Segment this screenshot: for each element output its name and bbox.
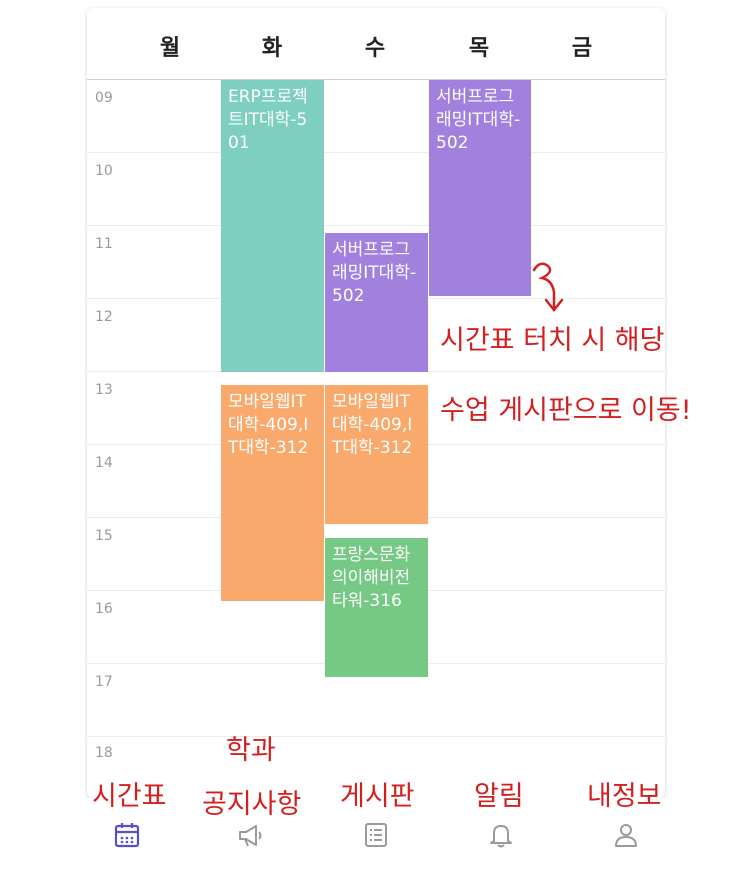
course-block-mobile-tue[interactable]: 모바일웹IT대학-409,IT대학-312 (221, 385, 324, 601)
timetable-card: 월 화 수 목 금 09 10 11 12 13 14 15 16 17 18 … (87, 8, 665, 798)
grid-line (87, 225, 665, 226)
day-header: 월 화 수 목 금 (87, 8, 665, 80)
person-icon[interactable] (611, 820, 641, 850)
hour-label: 10 (95, 163, 113, 179)
hour-label: 12 (95, 309, 113, 325)
day-wed: 수 (364, 36, 386, 61)
annotation-tab-alarm: 알림 (474, 781, 524, 812)
annotation-touch-line1: 시간표 터치 시 해당 (440, 325, 665, 356)
day-mon: 월 (159, 36, 181, 61)
hour-label: 14 (95, 455, 113, 471)
course-block-french[interactable]: 프랑스문화의이해비전타워-316 (325, 538, 428, 677)
annotation-tab-board: 게시판 (340, 781, 415, 812)
annotation-notice-line1: 학과 (226, 735, 276, 766)
course-block-server-thu[interactable]: 서버프로그래밍IT대학-502 (429, 80, 531, 296)
bell-icon[interactable] (486, 820, 516, 850)
hour-label: 16 (95, 601, 113, 617)
course-block-mobile-wed[interactable]: 모바일웹IT대학-409,IT대학-312 (325, 385, 428, 524)
day-tue: 화 (261, 36, 283, 61)
grid-line (87, 152, 665, 153)
hour-label: 15 (95, 528, 113, 544)
annotation-tab-myinfo: 내정보 (587, 781, 662, 812)
hour-label: 18 (95, 745, 113, 761)
annotation-tab-timetable: 시간표 (92, 781, 167, 812)
day-thu: 목 (468, 36, 490, 61)
hour-label: 13 (95, 382, 113, 398)
megaphone-icon[interactable] (236, 820, 266, 850)
annotation-touch-line2: 수업 게시판으로 이동! (440, 395, 692, 426)
course-block-erp[interactable]: ERP프로젝트IT대학-501 (221, 80, 324, 372)
hour-label: 11 (95, 236, 113, 252)
calendar-icon[interactable] (112, 820, 142, 850)
course-block-server-wed[interactable]: 서버프로그래밍IT대학-502 (325, 233, 428, 372)
list-icon[interactable] (361, 820, 391, 850)
grid-line (87, 736, 665, 737)
annotation-notice-line2: 공지사항 (202, 789, 302, 820)
hour-label: 17 (95, 674, 113, 690)
hour-label: 09 (95, 90, 113, 106)
curved-arrow-icon (532, 262, 564, 313)
day-fri: 금 (571, 36, 593, 61)
